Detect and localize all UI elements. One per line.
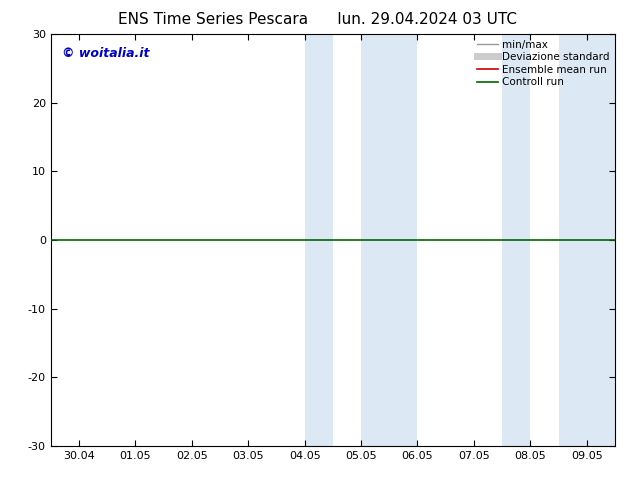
Text: © woitalia.it: © woitalia.it bbox=[62, 47, 150, 60]
Text: ENS Time Series Pescara      lun. 29.04.2024 03 UTC: ENS Time Series Pescara lun. 29.04.2024 … bbox=[117, 12, 517, 27]
Bar bbox=[361, 34, 417, 446]
Bar bbox=[502, 34, 530, 446]
Legend: min/max, Deviazione standard, Ensemble mean run, Controll run: min/max, Deviazione standard, Ensemble m… bbox=[476, 37, 612, 89]
Bar bbox=[559, 34, 615, 446]
Bar bbox=[304, 34, 333, 446]
